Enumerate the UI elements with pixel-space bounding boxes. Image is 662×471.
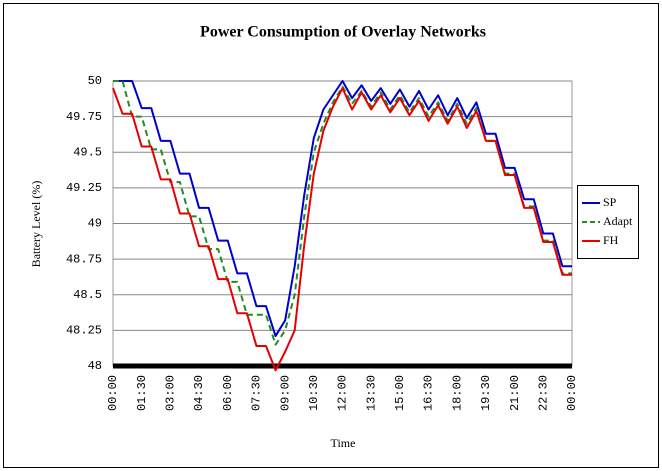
- x-tick-label: 00:00: [565, 375, 579, 411]
- legend-label: Adapt: [603, 214, 633, 228]
- y-tick-label: 48.75: [66, 252, 102, 266]
- x-tick-label: 16:30: [422, 375, 436, 411]
- x-tick-label: 03:00: [164, 375, 178, 411]
- x-tick-label: 19:30: [479, 375, 493, 411]
- x-tick-label: 12:00: [336, 375, 350, 411]
- legend-label: FH: [603, 233, 619, 247]
- x-tick-label: 04:30: [192, 375, 206, 411]
- x-tick-label: 15:00: [393, 375, 407, 411]
- series-line: [113, 80, 572, 346]
- x-tick-label: 10:30: [307, 375, 321, 411]
- x-tick-label: 00:00: [106, 375, 120, 411]
- y-axis-label: Battery Level (%): [29, 181, 43, 268]
- y-tick-label: 48.25: [66, 324, 102, 338]
- series-line: [112, 87, 572, 372]
- y-tick-label: 49.25: [66, 181, 102, 195]
- x-tick-label: 01:30: [135, 375, 149, 411]
- y-tick-label: 49.5: [73, 145, 102, 159]
- y-tick-label: 49: [88, 217, 102, 231]
- y-tick-label: 50: [88, 74, 102, 88]
- x-tick-label: 18:00: [450, 375, 464, 411]
- y-tick-label: 49.75: [66, 110, 102, 124]
- x-axis-label: Time: [331, 436, 356, 450]
- x-tick-label: 22:30: [536, 375, 550, 411]
- x-tick-label: 09:00: [278, 375, 292, 411]
- x-tick-label: 13:30: [364, 375, 378, 411]
- legend-label: SP: [603, 195, 617, 209]
- chart-title: Power Consumption of Overlay Networks: [200, 24, 486, 41]
- y-tick-label: 48: [88, 359, 102, 373]
- x-tick-label: 07:30: [250, 375, 264, 411]
- y-tick-label: 48.5: [73, 288, 102, 302]
- legend-box: [577, 185, 639, 259]
- x-tick-label: 21:00: [508, 375, 522, 411]
- series-line: [113, 80, 572, 338]
- x-tick-label: 06:00: [221, 375, 235, 411]
